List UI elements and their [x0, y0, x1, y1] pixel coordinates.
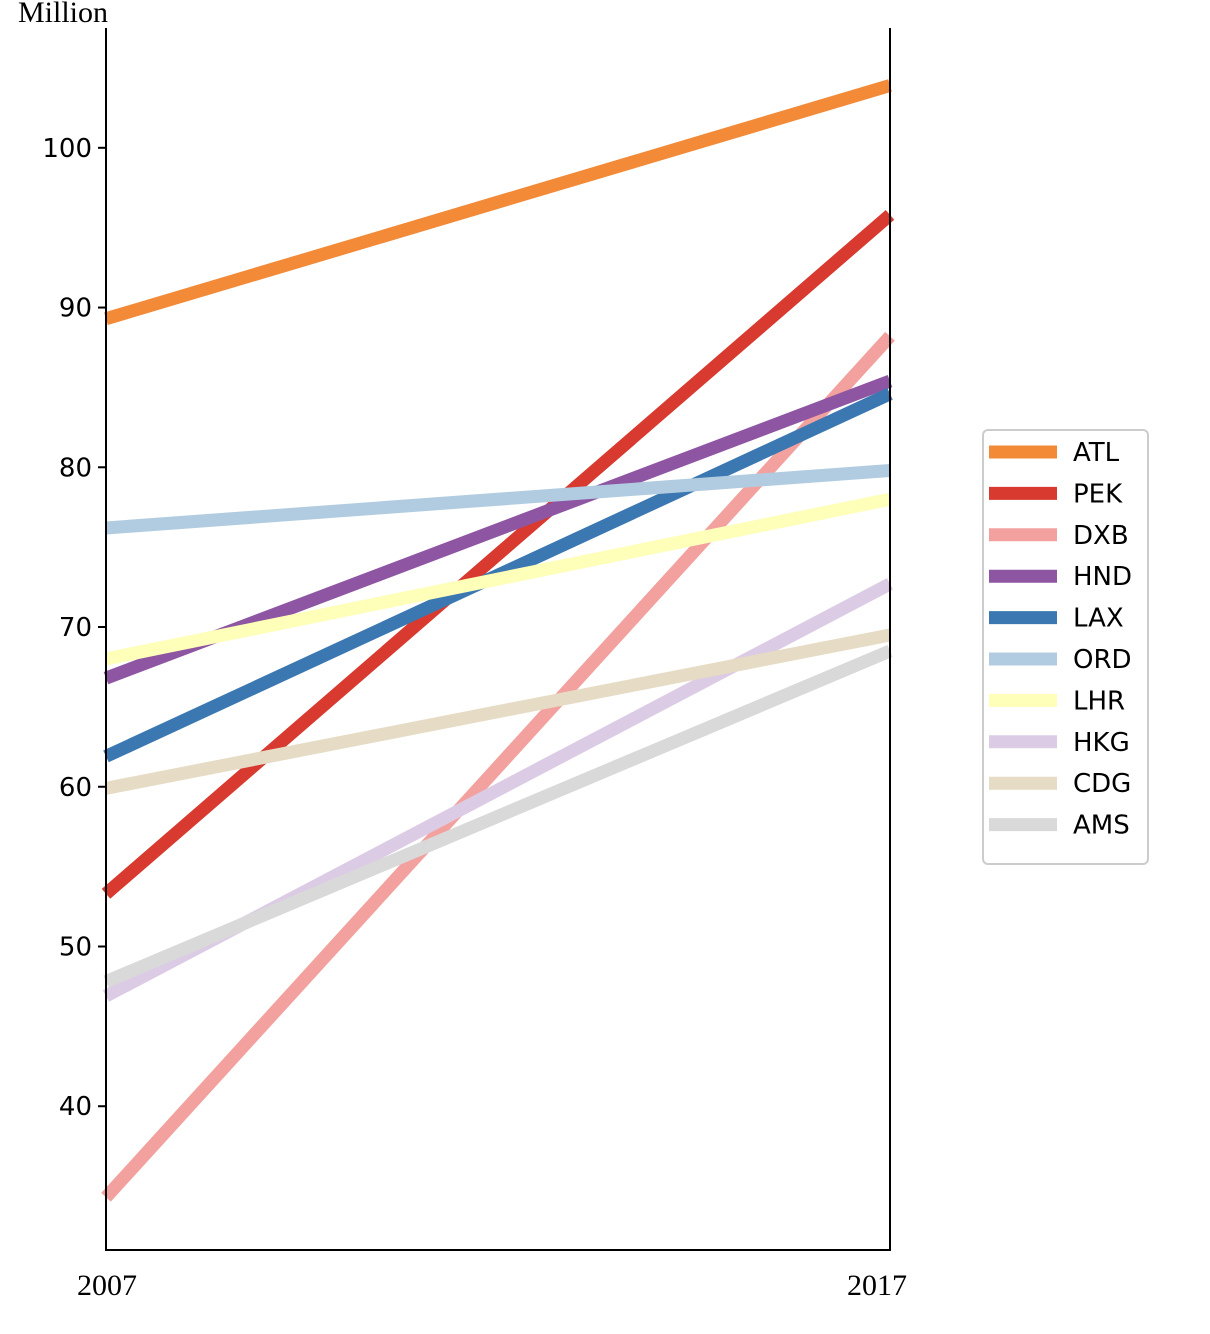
series-line-cdg [104, 628, 892, 795]
series-line-ams [103, 644, 893, 988]
legend-label-lhr: LHR [1073, 686, 1125, 716]
legend-label-lax: LAX [1073, 604, 1124, 634]
legend-label-ams: AMS [1073, 811, 1130, 841]
legend-label-hkg: HKG [1073, 728, 1130, 758]
y-tick-label: 60 [59, 773, 92, 803]
y-tick-label: 80 [59, 453, 92, 483]
legend-label-pek: PEK [1073, 479, 1123, 509]
y-tick-label: 70 [59, 613, 92, 643]
y-axis-label: Million [18, 0, 108, 29]
y-tick-label: 90 [59, 294, 92, 324]
legend-label-atl: ATL [1073, 438, 1120, 468]
x-tick-label: 2017 [847, 1269, 907, 1302]
legend: ATL PEK DXB HND LAX ORD LHR HKG CDG AMS [982, 429, 1149, 865]
x-tick-label: 2007 [77, 1269, 137, 1302]
y-tick-label: 100 [42, 134, 92, 164]
legend-label-dxb: DXB [1073, 521, 1129, 551]
series-line-ord [105, 463, 891, 535]
y-tick-label: 40 [59, 1092, 92, 1122]
legend-label-cdg: CDG [1073, 769, 1131, 799]
y-tick-label: 50 [59, 932, 92, 962]
y-ticks: 40 50 60 70 80 90 100 [42, 134, 106, 1122]
legend-label-hnd: HND [1073, 562, 1132, 592]
axes [105, 28, 891, 1251]
x-ticks: 2007 2017 [77, 1269, 907, 1302]
series-line-lhr [104, 492, 892, 666]
series-lines [101, 79, 895, 1202]
series-line-atl [104, 79, 892, 325]
legend-label-ord: ORD [1073, 645, 1132, 675]
series-line-pek [101, 209, 895, 899]
